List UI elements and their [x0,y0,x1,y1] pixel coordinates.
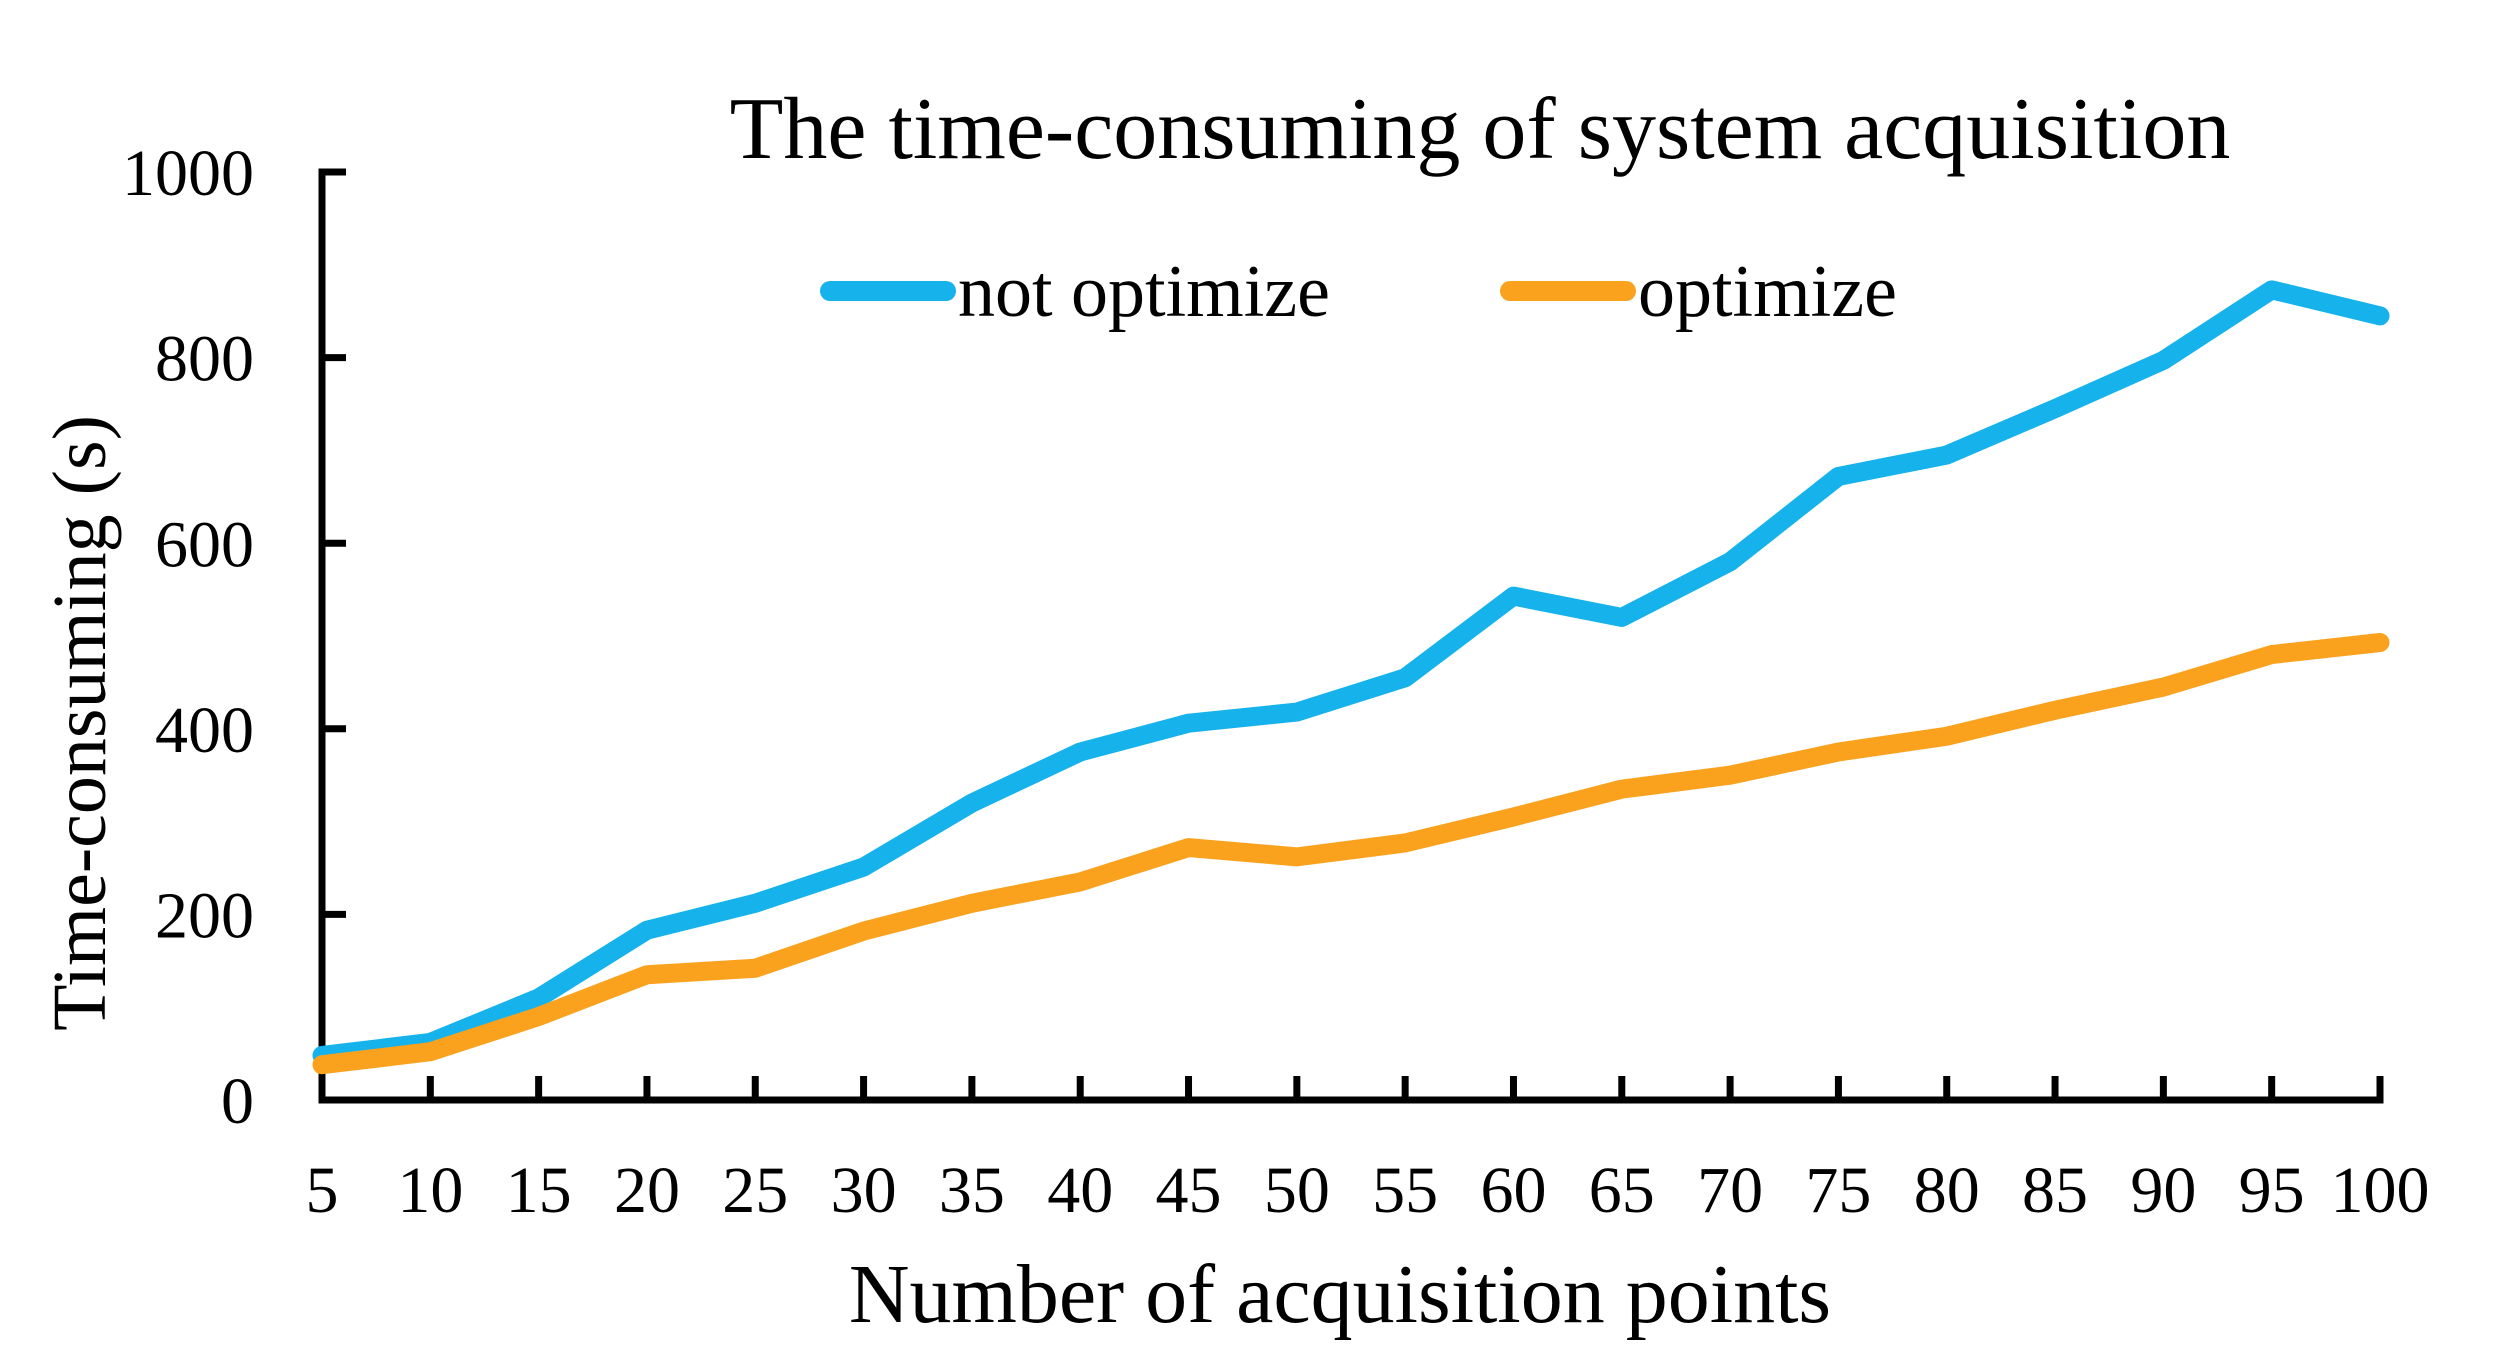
x-tick-label-10: 10 [397,1154,463,1227]
x-tick-label-35: 35 [939,1154,1005,1227]
x-tick-label-60: 60 [1480,1154,1546,1227]
x-tick-label-100: 100 [2331,1154,2430,1227]
legend: not optimize optimize [820,251,1897,333]
y-axis-title: Time-consuming (s) [38,415,122,1031]
x-tick-label-30: 30 [831,1154,897,1227]
data-series [312,280,2390,1075]
x-tick-label-25: 25 [722,1154,788,1227]
x-tick-label-75: 75 [1805,1154,1871,1227]
y-tick-label-200: 200 [155,880,254,953]
y-tick-label-1000: 1000 [122,137,254,210]
series-line-not-optimize [312,280,2390,1065]
x-tick-label-15: 15 [506,1154,572,1227]
x-tick-label-50: 50 [1264,1154,1330,1227]
x-tick-label-65: 65 [1589,1154,1655,1227]
x-axis-title: Number of acquisition points [849,1248,1831,1341]
legend-label-not-optimize: not optimize [958,251,1330,333]
y-tick-label-0: 0 [221,1065,254,1138]
x-tick-label-5: 5 [306,1154,339,1227]
x-tick-label-55: 55 [1372,1154,1438,1227]
x-tick-label-40: 40 [1047,1154,1113,1227]
x-tick-label-85: 85 [2022,1154,2088,1227]
x-tick-labels: 5 10 15 20 25 30 35 40 45 50 55 60 65 70 75 80 85 90 95 100 [306,1154,2430,1227]
x-tick-label-95: 95 [2239,1154,2305,1227]
chart-title: The time-consuming of system acquisition [730,81,2231,178]
x-tick-label-70: 70 [1697,1154,1763,1227]
series-line-optimize [312,632,2390,1075]
y-tick-label-600: 600 [155,508,254,581]
x-tick-label-20: 20 [614,1154,680,1227]
x-tick-label-80: 80 [1914,1154,1980,1227]
x-tick-label-45: 45 [1156,1154,1222,1227]
legend-label-optimize: optimize [1638,251,1897,333]
x-tick-label-90: 90 [2130,1154,2196,1227]
axes [318,168,2384,1104]
y-tick-label-400: 400 [155,694,254,767]
y-tick-labels: 0 200 400 600 800 1000 [122,137,254,1138]
y-tick-label-800: 800 [155,323,254,396]
